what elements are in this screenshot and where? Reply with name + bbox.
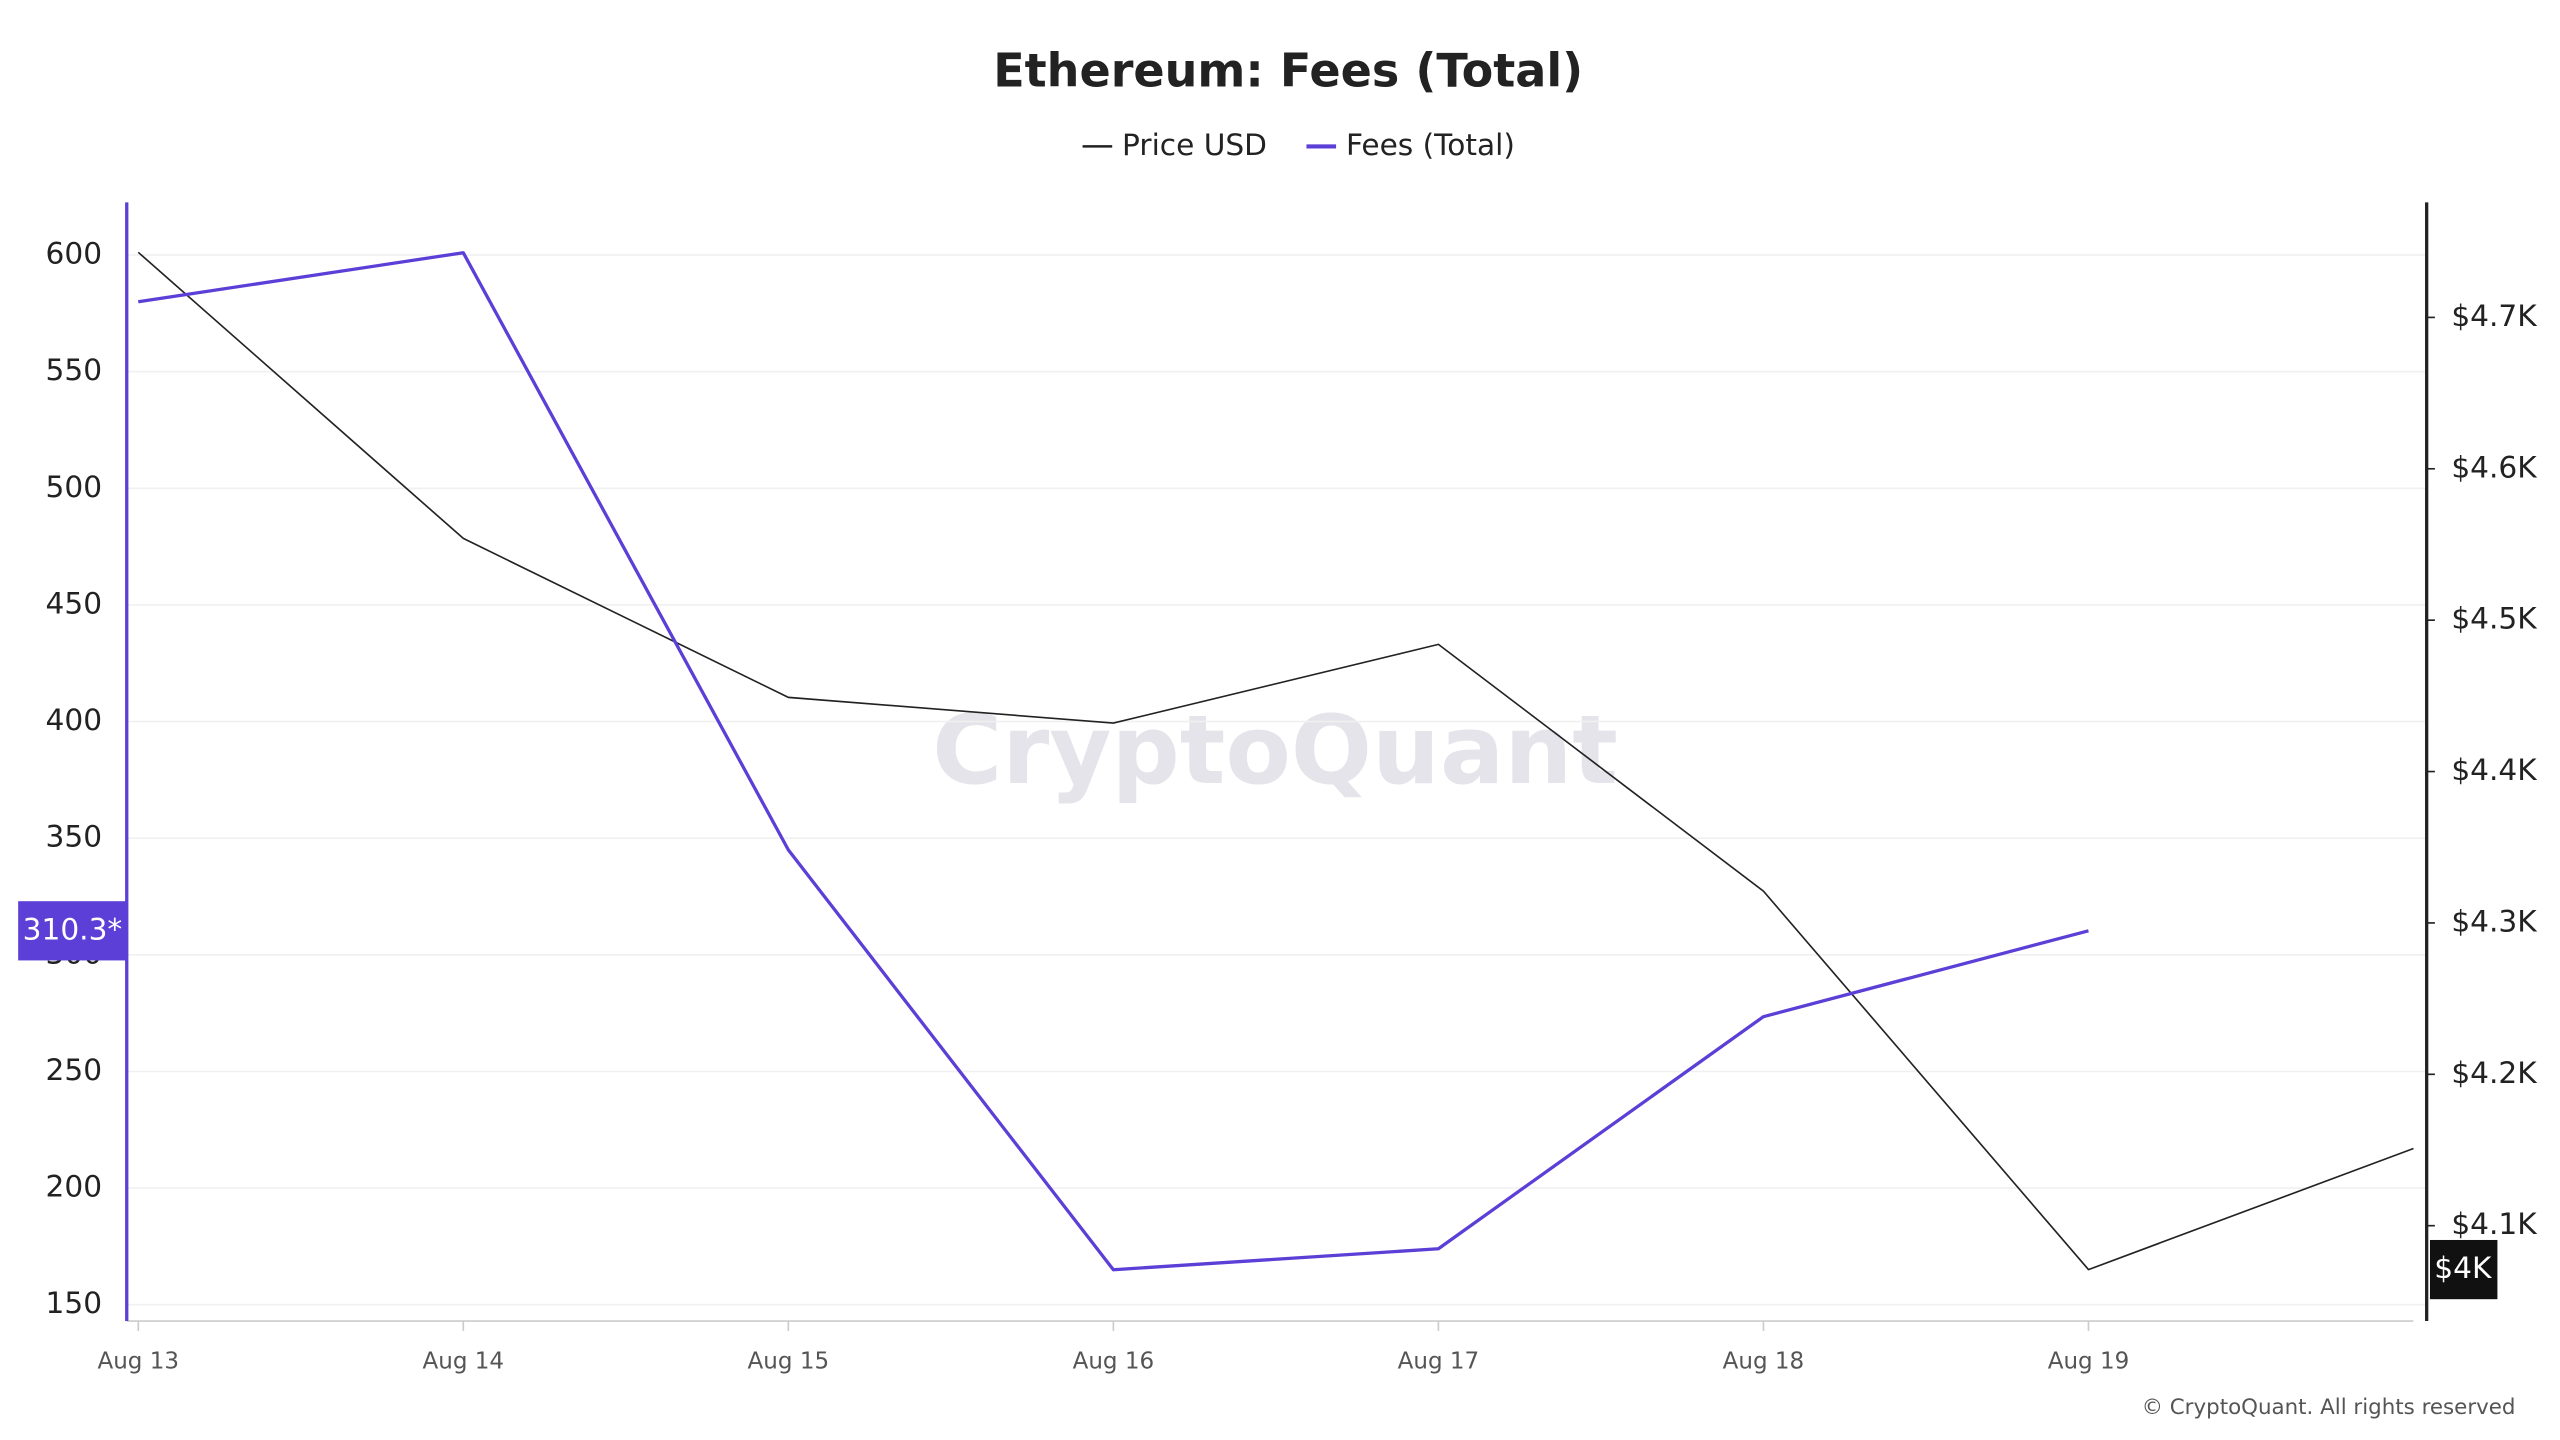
y-tick-label: 450 — [46, 586, 103, 620]
x-tick-label: Aug 19 — [2048, 1349, 2130, 1375]
y-tick-label: 200 — [46, 1170, 103, 1204]
y-tick-label: 350 — [46, 820, 103, 854]
value-label-box — [18, 901, 127, 961]
y2-tick-label: $4.6K — [2451, 450, 2538, 484]
x-tick-label: Aug 17 — [1398, 1349, 1480, 1375]
watermark: CryptoQuant — [932, 694, 1618, 806]
value-label: $4K — [2434, 1251, 2493, 1285]
legend-label[interactable]: Price USD — [1122, 128, 1267, 162]
value-label: 310.3* — [23, 912, 123, 946]
y-tick-label: 500 — [46, 470, 103, 504]
x-tick-label: Aug 13 — [97, 1349, 179, 1375]
y-tick-label: 550 — [46, 353, 103, 387]
x-tick-label: Aug 15 — [748, 1349, 830, 1375]
y-tick-label: 250 — [46, 1053, 103, 1087]
y2-tick-label: $4.5K — [2451, 602, 2538, 636]
x-tick-label: Aug 18 — [1723, 1349, 1805, 1375]
y-tick-label: 600 — [46, 237, 103, 271]
legend-label[interactable]: Fees (Total) — [1346, 128, 1515, 162]
series-line — [137, 251, 2414, 1271]
y2-tick-label: $4.4K — [2451, 753, 2538, 787]
y-tick-label: 400 — [46, 703, 103, 737]
y-tick-label: 150 — [46, 1286, 103, 1320]
y2-tick-label: $4.3K — [2451, 904, 2538, 938]
value-label-box — [2429, 1239, 2498, 1300]
x-tick-label: Aug 16 — [1073, 1349, 1155, 1375]
y2-tick-label: $4.2K — [2451, 1056, 2538, 1090]
copyright: © CryptoQuant. All rights reserved — [2142, 1395, 2516, 1420]
chart-title: Ethereum: Fees (Total) — [993, 44, 1583, 98]
y2-tick-label: $4.1K — [2451, 1207, 2538, 1241]
series-line — [138, 251, 2089, 1272]
y2-tick-label: $4.7K — [2451, 299, 2538, 333]
x-tick-label: Aug 14 — [423, 1349, 505, 1375]
